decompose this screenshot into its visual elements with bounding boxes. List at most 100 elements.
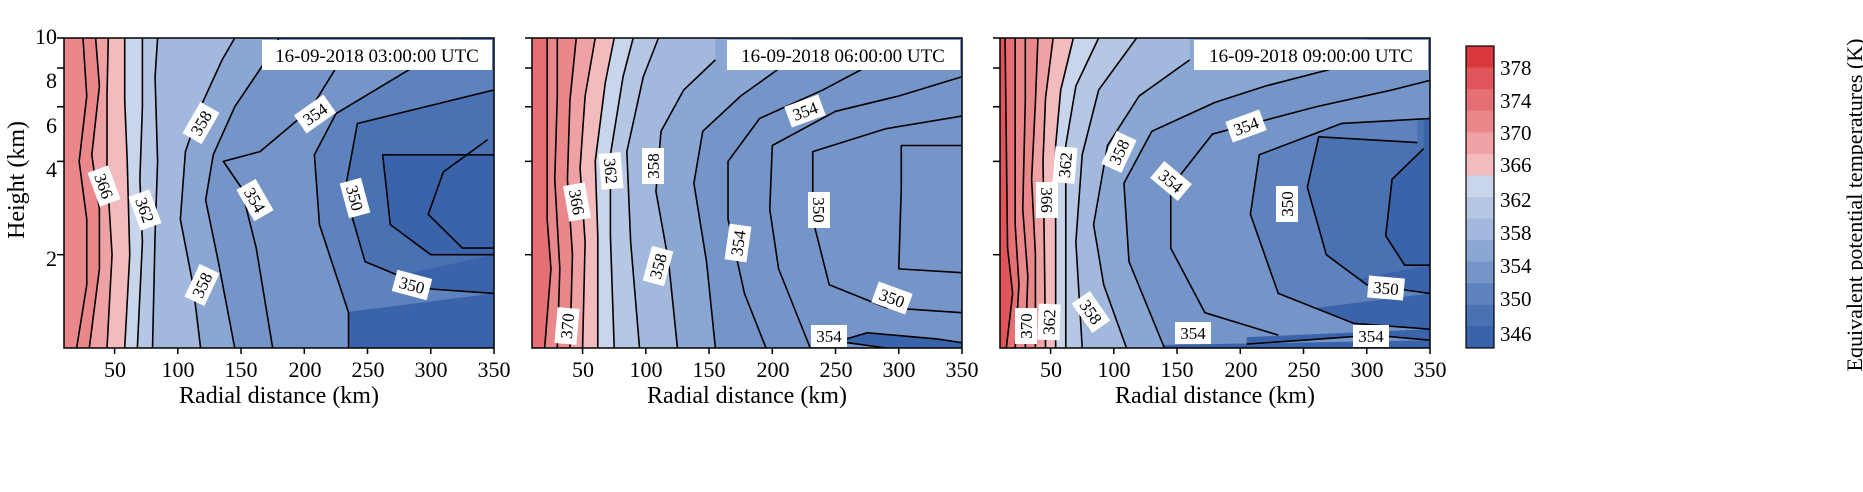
panel-3-x-ticks: 50 100 150 200 250 300 350 <box>1040 357 1447 382</box>
colorbar-cell <box>1466 67 1494 90</box>
colorbar-tick-label: 358 <box>1500 221 1532 245</box>
colorbar-cells <box>1466 46 1494 349</box>
contour-label: 354 <box>1353 325 1389 347</box>
contour-line-354 <box>222 59 362 349</box>
colorbar-tick-label: 362 <box>1500 188 1532 212</box>
svg-text:354: 354 <box>1358 327 1384 346</box>
contour-line-354 <box>1169 79 1431 336</box>
svg-text:362: 362 <box>1040 309 1060 335</box>
panel-1-title-box: 16-09-2018 03:00:00 UTC <box>262 40 492 70</box>
contour-label: 362 <box>1052 146 1078 184</box>
contour-line-362 <box>136 38 144 349</box>
contour-line-356 <box>1123 59 1367 349</box>
colorbar-tick-label: 350 <box>1500 287 1532 311</box>
panel-2-x-ticks: 50 100 150 200 250 300 350 <box>572 357 979 382</box>
x-tick-label: 100 <box>630 357 663 382</box>
panel-1-frame <box>63 37 495 349</box>
contour-line-352 <box>768 75 963 349</box>
contour-line-362 <box>1064 37 1100 348</box>
x-tick-label: 50 <box>572 357 594 382</box>
contour-line-366 <box>1042 37 1054 349</box>
x-tick-label: 200 <box>1225 357 1258 382</box>
contour-line-354 <box>837 331 963 349</box>
contour-label: 358 <box>642 245 674 287</box>
panel-2: 16-09-2018 06:00:00 UTC 370 366 362 358 … <box>525 37 979 409</box>
contour-line-370 <box>553 38 561 349</box>
contour-line-348 <box>381 153 494 256</box>
svg-text:350: 350 <box>1278 191 1297 217</box>
colorbar-title: Equivalent potential temperatures (K) <box>1842 39 1863 372</box>
colorbar-cell <box>1466 261 1494 284</box>
panel-1-x-axis-title: Radial distance (km) <box>179 383 379 409</box>
contour-label: 362 <box>1037 303 1061 341</box>
svg-text:366: 366 <box>1037 187 1056 213</box>
colorbar-cell <box>1466 46 1494 69</box>
x-tick-label: 200 <box>757 357 790 382</box>
colorbar-tick-label: 374 <box>1500 89 1532 113</box>
panel-2-x-axis-title: Radial distance (km) <box>647 383 847 409</box>
panel-3-x-axis-title: Radial distance (km) <box>1115 383 1315 409</box>
contour-line-370 <box>1021 38 1029 349</box>
x-tick-label: 200 <box>289 357 322 382</box>
contour-line-370 <box>75 37 88 349</box>
svg-text:362: 362 <box>600 158 621 185</box>
panel-1-plot <box>57 37 495 354</box>
colorbar-cell <box>1466 240 1494 263</box>
contour-line-348 <box>1384 147 1430 266</box>
panel-2-contour-labels: 370 366 362 358 358 354 350 350 354 354 <box>554 94 913 347</box>
contour-label: 370 <box>1015 308 1037 344</box>
x-tick-label: 150 <box>693 357 726 382</box>
panel-2-frame <box>531 37 963 349</box>
svg-text:350: 350 <box>1372 278 1399 299</box>
panel-3-title: 16-09-2018 09:00:00 UTC <box>1209 46 1413 67</box>
panel-3: 16-09-2018 09:00:00 UTC 370 362 366 362 … <box>993 37 1447 409</box>
contour-line-352 <box>1249 117 1431 330</box>
x-tick-label: 100 <box>162 357 195 382</box>
contour-label: 354 <box>1175 322 1211 344</box>
colorbar-cell <box>1466 132 1494 155</box>
contour-fill-372 <box>532 38 551 348</box>
x-tick-label: 50 <box>1040 357 1062 382</box>
contour-line-360 <box>151 37 159 349</box>
panel-1-title: 16-09-2018 03:00:00 UTC <box>275 46 479 67</box>
contour-line-372 <box>543 38 552 349</box>
contour-label: 366 <box>1036 182 1058 218</box>
contour-label: 350 <box>1276 186 1298 222</box>
colorbar-cell <box>1466 326 1494 349</box>
colorbar: 378 374 370 366 362 358 354 350 346 Equi… <box>1465 39 1863 372</box>
contour-line-358 <box>1092 59 1191 349</box>
panel-1-x-ticks: 50 100 150 200 250 300 350 <box>104 357 511 382</box>
contour-line-374 <box>1004 37 1014 349</box>
x-tick-label: 150 <box>225 357 258 382</box>
colorbar-cell <box>1466 153 1494 176</box>
panel-1-contour-labels: 366 362 358 358 354 354 350 350 <box>87 94 433 306</box>
y-tick-label: 6 <box>46 113 57 138</box>
panel-3-title-box: 16-09-2018 09:00:00 UTC <box>1194 40 1428 70</box>
colorbar-tick-label: 370 <box>1500 121 1532 145</box>
contour-line-348 <box>897 144 963 274</box>
contour-label: 366 <box>563 182 591 222</box>
svg-text:354: 354 <box>727 229 749 257</box>
x-tick-label: 300 <box>1351 357 1384 382</box>
colorbar-cell <box>1466 304 1494 327</box>
colorbar-tick-label: 378 <box>1500 56 1532 80</box>
x-tick-label: 300 <box>883 357 916 382</box>
colorbar-cell <box>1466 89 1494 112</box>
contour-line-366 <box>579 37 597 349</box>
contour-label: 350 <box>808 192 830 228</box>
colorbar-cell <box>1466 110 1494 133</box>
panel-2-title-box: 16-09-2018 06:00:00 UTC <box>727 40 960 70</box>
x-tick-label: 150 <box>1161 357 1194 382</box>
colorbar-cell <box>1466 218 1494 241</box>
x-tick-label: 50 <box>104 357 126 382</box>
contour-line-346 <box>427 139 494 249</box>
colorbar-cell <box>1466 197 1494 220</box>
contour-line-356 <box>693 59 792 349</box>
contour-line-360 <box>626 37 660 349</box>
x-tick-label: 300 <box>415 357 448 382</box>
contour-line-364 <box>1054 37 1075 348</box>
contour-line-368 <box>1030 37 1039 348</box>
contour-line-364 <box>594 37 615 348</box>
y-tick-label: 2 <box>46 246 57 271</box>
y-axis-title: Height (km) <box>4 121 30 239</box>
